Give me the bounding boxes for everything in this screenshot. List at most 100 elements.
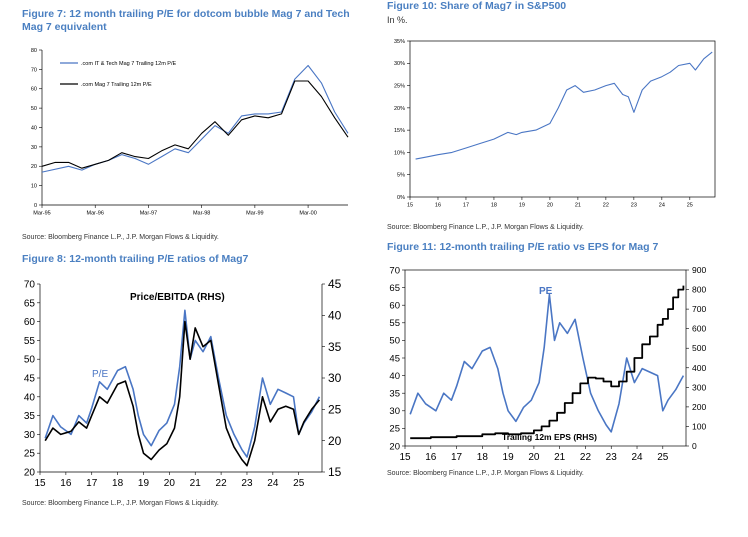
fig7-ytick-label: 60 [31,87,37,93]
fig8-ytick-label: 65 [24,298,36,309]
fig7-title: Figure 7: 12 month trailing P/E for dotc… [22,8,350,33]
fig8-ytick-label: 45 [24,374,36,385]
fig8-ytick-label: 20 [24,468,36,479]
fig11-ytick-label: 65 [389,283,400,294]
fig10-title: Figure 10: Share of Mag7 in S&P500 [387,0,567,12]
fig11-ytick-label: 20 [389,441,400,452]
fig11-y2tick-label: 900 [692,265,706,275]
fig7-source: Source: Bloomberg Finance L.P., J.P. Mor… [22,234,219,241]
fig8-y2tick-label: 25 [328,403,342,417]
fig11-ytick-label: 60 [389,301,400,312]
fig8-xtick-label: 17 [86,478,98,489]
fig8-y2tick-label: 40 [328,309,342,323]
fig11-xtick-label: 20 [528,452,540,463]
fig8-ytick-label: 60 [24,317,36,328]
fig8-ytick-label: 70 [24,280,36,291]
fig8-xtick-label: 15 [34,478,46,489]
fig11-title: Figure 11: 12-month trailing P/E ratio v… [387,241,659,253]
fig11-xtick-label: 25 [657,452,669,463]
fig11-source: Source: Bloomberg Finance L.P., J.P. Mor… [387,470,584,477]
fig8-ytick-label: 50 [24,355,36,366]
fig8-y2tick-label: 15 [328,465,342,479]
fig11-xtick-label: 24 [631,452,643,463]
fig10-series-0 [415,51,713,160]
fig8-y2tick-label: 35 [328,340,342,354]
fig10-xtick-label: 25 [687,203,693,209]
fig10-xtick-label: 18 [491,203,497,209]
fig8-annotation-price-ebitda: Price/EBITDA (RHS) [130,292,225,303]
fig10-ytick-label: 20% [394,106,405,112]
fig8-series-1 [44,320,321,467]
fig8-xtick-label: 21 [190,478,202,489]
fig8-xtick-label: 16 [60,478,72,489]
fig10-ytick-label: 30% [394,61,405,67]
fig7-ytick-label: 30 [31,145,37,151]
fig10-ytick-label: 15% [394,128,405,134]
fig10-xtick-label: 21 [575,203,581,209]
fig10-ytick-label: 10% [394,150,405,156]
fig11-xtick-label: 16 [425,452,437,463]
fig11-y2tick-label: 200 [692,402,706,412]
fig8-xtick-label: 20 [164,478,176,489]
fig8-series-0 [44,309,321,458]
fig8-ytick-label: 40 [24,392,36,403]
fig8-xtick-label: 25 [293,478,305,489]
fig10-ytick-label: 0% [397,195,405,201]
fig11-y2tick-label: 800 [692,285,706,295]
fig11-xtick-label: 23 [606,452,618,463]
fig7-xtick-label: Mar-00 [299,211,316,217]
fig11-y2tick-label: 600 [692,324,706,334]
fig7-xtick-label: Mar-95 [33,211,50,217]
fig11-y2tick-label: 400 [692,363,706,373]
fig7-ytick-label: 40 [31,125,37,131]
fig10-plot-frame [409,40,716,198]
fig10-xtick-label: 17 [463,203,469,209]
fig10-ytick-label: 25% [394,83,405,89]
fig8-y2tick-label: 45 [328,277,342,291]
fig10-source: Source: Bloomberg Finance L.P., J.P. Mor… [387,224,584,231]
fig11-xtick-label: 15 [399,452,411,463]
fig10-xtick-label: 15 [407,203,413,209]
fig7-ytick-label: 10 [31,184,37,190]
fig11-xtick-label: 17 [451,452,463,463]
fig10-xtick-label: 16 [435,203,441,209]
fig10-xtick-label: 22 [603,203,609,209]
fig7-xtick-label: Mar-96 [87,211,104,217]
fig7-ytick-label: 0 [34,203,37,209]
fig8-title: Figure 8: 12-month trailing P/E ratios o… [22,253,249,265]
fig8-ytick-label: 30 [24,430,36,441]
fig10-xtick-label: 23 [631,203,637,209]
fig8-xtick-label: 18 [112,478,124,489]
fig11-ytick-label: 50 [389,336,400,347]
fig11-xtick-label: 22 [580,452,592,463]
fig7-ytick-label: 20 [31,164,37,170]
fig10-subtitle: In %. [387,15,408,25]
fig8-ytick-label: 55 [24,336,36,347]
fig11-ytick-label: 45 [389,353,400,364]
fig11-ytick-label: 55 [389,318,400,329]
fig7-series-1 [41,80,349,169]
fig8-ytick-label: 35 [24,411,36,422]
fig10-xtick-label: 24 [659,203,665,209]
fig11-series-0 [409,293,685,433]
fig11-y2tick-label: 500 [692,343,706,353]
fig10-xtick-label: 19 [519,203,525,209]
fig8-xtick-label: 24 [267,478,279,489]
fig11-annotation-eps: Trailing 12m EPS (RHS) [502,432,597,442]
fig11-series-1 [410,285,685,440]
fig7-ytick-label: 70 [31,67,37,73]
fig7-legend-label-0: .com IT & Tech Mag 7 Trailing 12m P/E [81,61,177,67]
fig11-ytick-label: 40 [389,371,400,382]
fig8-annotation-pe: P/E [92,369,108,380]
fig11-y2tick-label: 0 [692,441,697,451]
fig11-ytick-label: 70 [389,265,400,276]
fig11-y2tick-label: 300 [692,382,706,392]
fig8-source: Source: Bloomberg Finance L.P., J.P. Mor… [22,500,219,507]
fig10-ytick-label: 5% [397,173,405,179]
fig8-xtick-label: 23 [241,478,253,489]
fig7-ytick-label: 80 [31,48,37,54]
fig11-ytick-label: 25 [389,424,400,435]
fig11-ytick-label: 35 [389,389,400,400]
fig11-xtick-label: 18 [477,452,489,463]
